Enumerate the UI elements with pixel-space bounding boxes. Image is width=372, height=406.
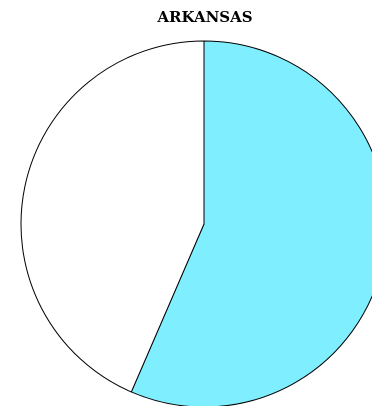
- pie-slices: [20, 40, 372, 406]
- pie-slice-2: [20, 40, 205, 393]
- chart-title: ARKANSAS: [157, 8, 253, 26]
